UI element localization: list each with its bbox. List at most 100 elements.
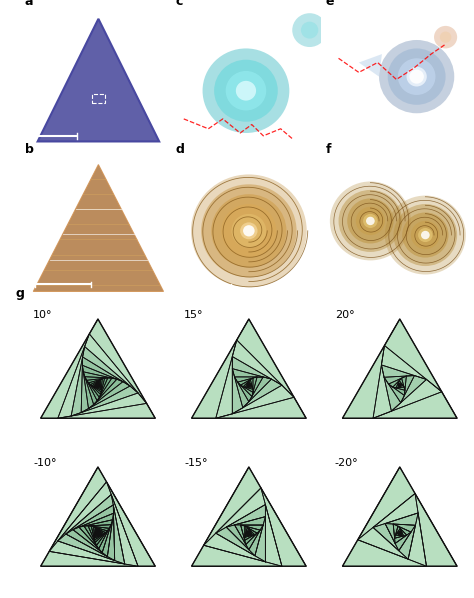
Text: -15°: -15° <box>184 458 208 468</box>
Polygon shape <box>248 385 249 386</box>
Polygon shape <box>58 334 146 418</box>
Polygon shape <box>384 376 414 402</box>
Text: 5 μm: 5 μm <box>344 148 364 157</box>
Polygon shape <box>399 385 400 386</box>
Bar <box>92 94 105 103</box>
Polygon shape <box>398 383 403 388</box>
Polygon shape <box>241 525 260 544</box>
Circle shape <box>231 214 266 248</box>
Text: 2 μm: 2 μm <box>346 297 365 306</box>
Text: 5 μm: 5 μm <box>193 148 213 157</box>
Polygon shape <box>241 378 253 392</box>
Polygon shape <box>396 380 404 388</box>
Polygon shape <box>33 164 164 291</box>
Circle shape <box>366 216 375 225</box>
Polygon shape <box>191 467 306 566</box>
Polygon shape <box>232 368 272 408</box>
Polygon shape <box>393 378 405 390</box>
Circle shape <box>347 199 393 243</box>
Text: -10°: -10° <box>33 458 56 468</box>
Circle shape <box>221 204 276 258</box>
Polygon shape <box>385 523 415 551</box>
Polygon shape <box>235 525 263 550</box>
Text: f: f <box>326 143 331 156</box>
Polygon shape <box>96 383 100 387</box>
Text: a: a <box>25 0 33 8</box>
Polygon shape <box>97 383 100 386</box>
Circle shape <box>407 67 427 87</box>
Polygon shape <box>41 319 155 418</box>
Polygon shape <box>399 385 400 386</box>
Polygon shape <box>97 532 99 535</box>
Text: 100 nm: 100 nm <box>48 294 78 303</box>
Polygon shape <box>73 513 113 557</box>
Circle shape <box>201 184 297 277</box>
Polygon shape <box>216 340 294 418</box>
Polygon shape <box>389 376 406 395</box>
Polygon shape <box>84 524 111 549</box>
Polygon shape <box>91 379 102 392</box>
Text: b: b <box>25 143 34 156</box>
Circle shape <box>440 32 451 43</box>
Circle shape <box>411 221 440 249</box>
Polygon shape <box>397 530 401 536</box>
Circle shape <box>388 48 446 105</box>
Polygon shape <box>92 380 101 390</box>
Polygon shape <box>204 488 282 566</box>
Polygon shape <box>82 365 123 408</box>
Polygon shape <box>248 384 250 386</box>
Polygon shape <box>97 533 99 534</box>
Polygon shape <box>87 378 108 397</box>
Circle shape <box>434 26 457 48</box>
Polygon shape <box>359 54 382 77</box>
Circle shape <box>363 214 378 228</box>
Polygon shape <box>248 385 249 386</box>
Polygon shape <box>66 505 115 560</box>
Text: 10°: 10° <box>33 310 53 321</box>
Polygon shape <box>83 372 117 405</box>
Polygon shape <box>97 384 100 386</box>
Polygon shape <box>343 319 457 418</box>
Circle shape <box>211 194 286 267</box>
Polygon shape <box>398 532 401 535</box>
Polygon shape <box>81 357 130 413</box>
Polygon shape <box>93 381 101 389</box>
Polygon shape <box>247 382 252 388</box>
Polygon shape <box>232 356 282 414</box>
Polygon shape <box>226 517 265 556</box>
Polygon shape <box>216 505 265 562</box>
Polygon shape <box>245 526 257 541</box>
Polygon shape <box>248 533 250 534</box>
Polygon shape <box>373 346 442 418</box>
Circle shape <box>202 48 289 133</box>
Text: c: c <box>175 0 182 8</box>
Polygon shape <box>400 532 401 534</box>
Polygon shape <box>94 527 106 540</box>
Polygon shape <box>358 493 427 566</box>
Polygon shape <box>245 381 253 388</box>
Text: 20°: 20° <box>335 310 355 321</box>
Polygon shape <box>237 377 257 396</box>
Polygon shape <box>248 383 251 387</box>
Circle shape <box>226 71 266 111</box>
Text: g: g <box>15 288 24 300</box>
Polygon shape <box>248 533 249 534</box>
Polygon shape <box>97 385 99 386</box>
Circle shape <box>240 222 257 239</box>
Polygon shape <box>245 529 253 535</box>
Polygon shape <box>96 532 99 535</box>
Polygon shape <box>58 495 125 564</box>
Polygon shape <box>37 19 159 142</box>
Polygon shape <box>94 528 104 538</box>
Polygon shape <box>235 377 263 402</box>
Polygon shape <box>95 530 100 535</box>
Polygon shape <box>373 513 418 559</box>
Polygon shape <box>96 531 100 535</box>
Circle shape <box>338 190 402 252</box>
Circle shape <box>292 13 327 47</box>
Text: 15 μm: 15 μm <box>44 146 68 155</box>
Polygon shape <box>41 467 155 566</box>
Polygon shape <box>97 532 99 534</box>
Circle shape <box>393 204 457 266</box>
Polygon shape <box>88 526 109 545</box>
